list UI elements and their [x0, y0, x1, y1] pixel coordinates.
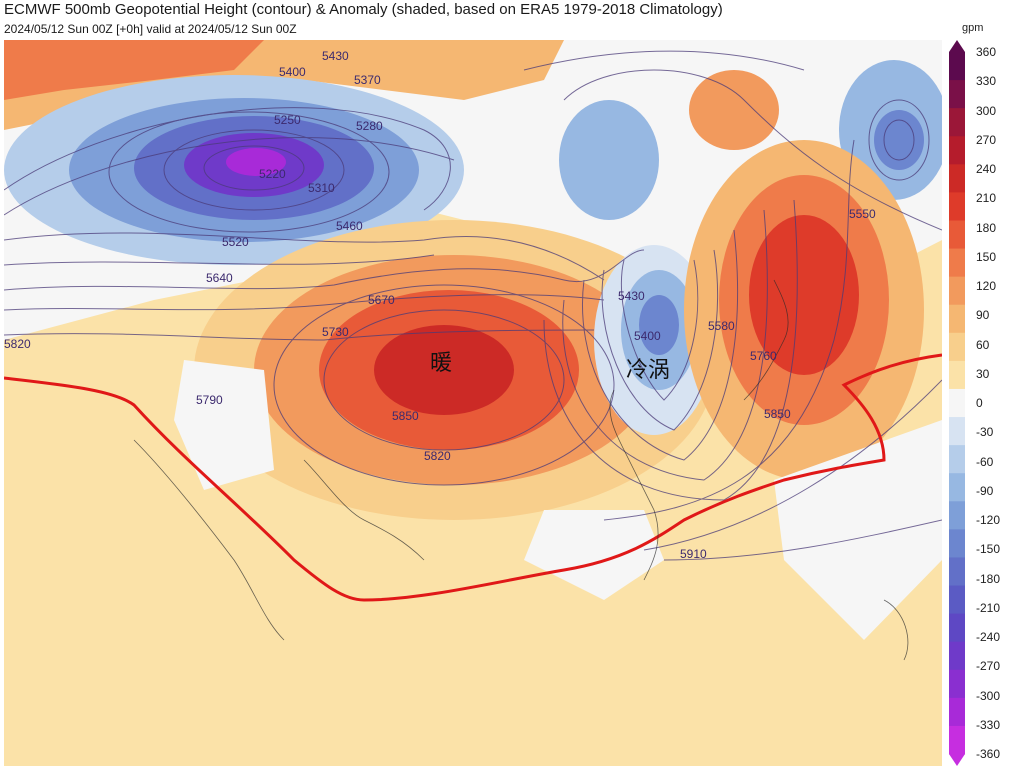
colorbar-tick-label: -360: [976, 747, 1001, 761]
shading-neutral-south-china: [524, 510, 664, 600]
contour-label: 5580: [708, 319, 735, 333]
contour-label: 5790: [196, 393, 223, 407]
colorbar-swatch: [949, 445, 965, 474]
warm-annotation: 暖: [430, 351, 453, 376]
contour-label: 5310: [308, 181, 335, 195]
colorbar-tick-label: -120: [976, 513, 1001, 527]
colorbar-swatch: [949, 613, 965, 643]
colorbar-tick-label: -150: [976, 542, 1001, 557]
colorbar-swatch: [949, 501, 965, 530]
contour-label: 5460: [336, 219, 363, 233]
colorbar-tick-label: 210: [976, 191, 997, 206]
colorbar-tick-label: 30: [976, 366, 990, 381]
contour-label: 5670: [368, 293, 395, 307]
colorbar-swatch: [949, 136, 965, 165]
contour-label: 5910: [680, 547, 707, 561]
colorbar-tick-label: -240: [976, 630, 1001, 644]
colorbar-tick-label: 180: [976, 220, 997, 235]
colorbar-tick-label: 240: [976, 162, 997, 176]
colorbar-unit: gpm: [962, 22, 984, 34]
colorbar-tick-label: -60: [976, 454, 994, 469]
shading-cold-nw-peak: [226, 148, 286, 176]
colorbar-swatch: [949, 220, 965, 250]
colorbar-cap-top: [949, 40, 965, 52]
subtropical-high-5880-line: [4, 353, 942, 602]
colorbar-swatch: [949, 248, 965, 278]
colorbar-cap-bottom: [949, 754, 965, 766]
contour-label: 5430: [618, 289, 645, 303]
contour-label: 5250: [274, 113, 301, 127]
colorbar-tick-label: 60: [976, 337, 990, 352]
contour-label: 5760: [750, 349, 777, 363]
cold-vortex-annotation: 冷涡: [626, 358, 671, 383]
colorbar-swatch: [949, 388, 965, 418]
shading-warm-center-core: [374, 325, 514, 415]
colorbar-tick-label: -210: [976, 600, 1001, 615]
colorbar-tick-label: -90: [976, 483, 994, 498]
colorbar-swatch: [949, 529, 965, 558]
map-panel: 5430 5370 5400 5250 5280 5220 5310 5460 …: [4, 40, 942, 766]
coastlines: [133, 279, 909, 661]
contour-label: 5550: [849, 207, 876, 221]
colorbar-swatch: [949, 585, 965, 615]
colorbar-swatch: [949, 52, 965, 81]
contour-label: 5850: [392, 409, 419, 423]
colorbar-swatch: [949, 80, 965, 109]
colorbar-swatch: [949, 192, 965, 221]
colorbar-swatch: [949, 473, 965, 502]
contour-label: 5640: [206, 271, 233, 285]
contour-label: 5280: [356, 119, 383, 133]
contour-label: 5400: [279, 65, 306, 79]
anomaly-map: 5430 5370 5400 5250 5280 5220 5310 5460 …: [4, 40, 942, 766]
chart-title: ECMWF 500mb Geopotential Height (contour…: [4, 1, 723, 18]
shading-cold-ne-core: [874, 110, 924, 170]
contour-label: 5220: [259, 167, 286, 181]
colorbar-swatch: [949, 304, 965, 334]
contour-label: 5820: [424, 449, 451, 463]
colorbar-tick-label: 90: [976, 308, 990, 323]
colorbar-tick-label: 330: [976, 74, 997, 89]
height-contours: [4, 50, 942, 561]
shading-warm-ne-small: [689, 70, 779, 150]
colorbar-swatch: [949, 697, 965, 727]
contour-label: 5730: [322, 325, 349, 339]
colorbar-swatch: [949, 108, 965, 137]
colorbar-swatch: [949, 276, 965, 306]
shading-neutral-se: [774, 420, 942, 640]
contour-label: 5430: [322, 49, 349, 63]
shading-cold-north: [559, 100, 659, 220]
colorbar-tick-label: -270: [976, 659, 1001, 674]
colorbar-tick-label: 0: [976, 396, 983, 410]
colorbar-tick-label: -330: [976, 717, 1001, 732]
colorbar-tick-label: 120: [976, 279, 997, 293]
contour-label: 5820: [4, 337, 31, 351]
shading-warm-top-core: [4, 40, 264, 100]
colorbar-swatch: [949, 725, 965, 755]
contour-label: 5400: [634, 329, 661, 343]
colorbar-swatch: [949, 360, 965, 390]
contour-labels: 5430 5370 5400 5250 5280 5220 5310 5460 …: [4, 49, 876, 561]
shading-warm-east-core: [749, 215, 859, 375]
colorbar-tick-label: -300: [976, 688, 1001, 703]
colorbar-tick-label: -30: [976, 425, 994, 440]
colorbar-swatch: [949, 164, 965, 193]
colorbar-tick-label: 270: [976, 132, 997, 147]
colorbar-swatch: [949, 557, 965, 587]
colorbar-swatch: [949, 332, 965, 362]
contour-label: 5520: [222, 235, 249, 249]
colorbar-swatch: [949, 669, 965, 699]
colorbar-tick-label: -180: [976, 571, 1001, 586]
colorbar-tick-label: 300: [976, 103, 997, 118]
colorbar-swatch: [949, 641, 965, 671]
colorbar: [949, 40, 965, 766]
colorbar-tick-label: 150: [976, 249, 997, 264]
shading-cold-vortex-core: [639, 295, 679, 355]
colorbar-tick-label: 360: [976, 45, 997, 59]
contour-label: 5370: [354, 73, 381, 87]
contour-label: 5850: [764, 407, 791, 421]
colorbar-swatch: [949, 417, 965, 446]
shading-neutral-west: [174, 360, 274, 490]
chart-subtitle: 2024/05/12 Sun 00Z [+0h] valid at 2024/0…: [4, 22, 297, 36]
